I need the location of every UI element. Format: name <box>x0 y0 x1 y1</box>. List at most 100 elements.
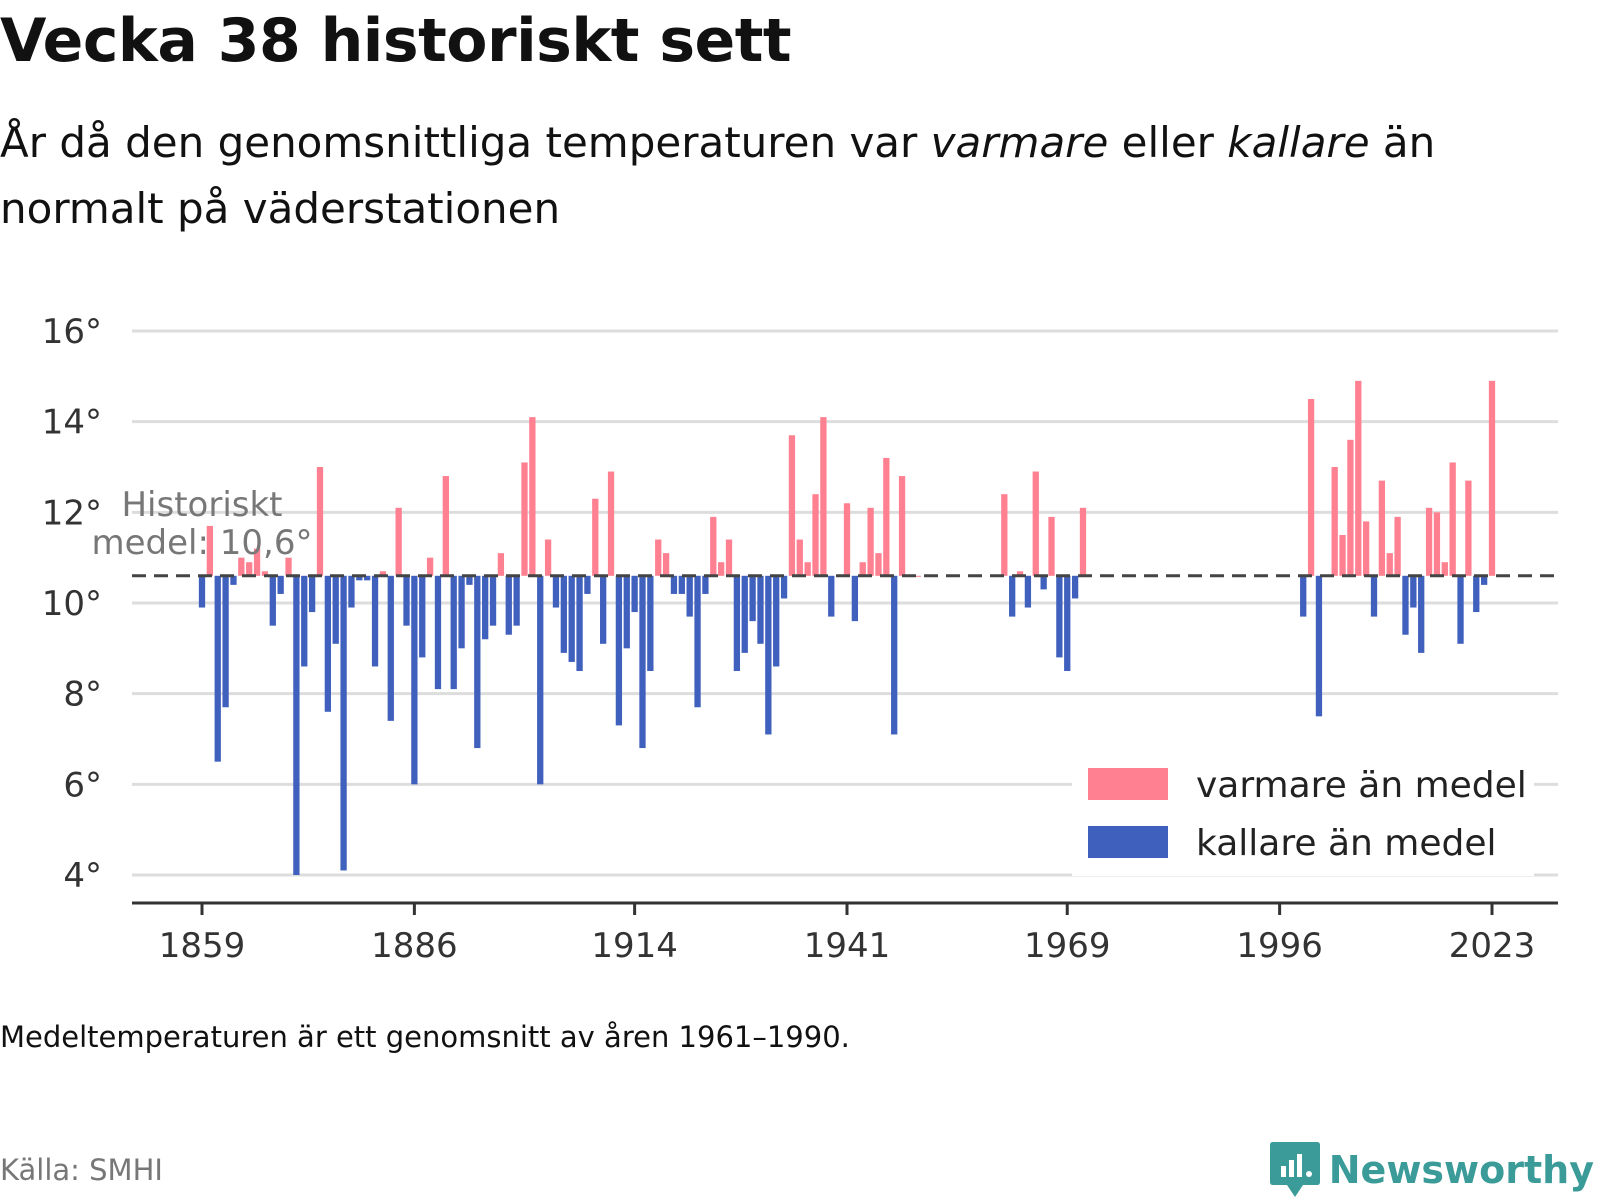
x-tick-label: 1969 <box>1024 926 1111 966</box>
cold-bar <box>600 575 607 644</box>
warm-bar <box>592 498 599 576</box>
subtitle-part3: än normalt på väderstationen <box>0 118 1436 233</box>
warm-bar <box>788 435 796 576</box>
y-tick-label: 12° <box>42 493 102 533</box>
cold-bar <box>419 575 426 658</box>
cold-bar <box>387 575 394 721</box>
cold-bar <box>1064 575 1071 671</box>
cold-bar <box>568 575 575 662</box>
y-tick-label: 6° <box>63 765 102 805</box>
legend-swatch <box>1088 826 1168 858</box>
warm-bar <box>859 562 866 576</box>
warm-bar <box>1363 521 1370 576</box>
cold-bar <box>482 575 489 640</box>
warm-bar <box>812 494 819 576</box>
warm-bar <box>238 557 245 576</box>
chart-subtitle: År då den genomsnittliga temperaturen va… <box>0 110 1520 242</box>
warm-bar <box>820 417 827 576</box>
warm-bar <box>426 557 434 576</box>
cold-bar <box>1009 575 1016 617</box>
cold-bar <box>450 575 457 690</box>
footnote: Medeltemperaturen är ett genomsnitt av å… <box>0 1020 850 1054</box>
cold-bar <box>1457 575 1464 644</box>
warm-bar <box>261 571 269 576</box>
cold-bar <box>277 575 284 594</box>
cold-bar <box>1370 575 1378 617</box>
warm-bar <box>521 462 528 576</box>
warm-bar <box>804 562 811 576</box>
cold-bar <box>552 575 560 608</box>
cold-bar <box>765 575 772 735</box>
warm-bar <box>1331 467 1338 576</box>
newsworthy-brand[interactable]: Newsworthy <box>1269 1140 1594 1200</box>
legend-swatch <box>1088 768 1168 800</box>
warm-bar <box>1488 380 1496 576</box>
warm-bar <box>285 557 292 576</box>
cold-bar <box>678 575 685 594</box>
x-tick-label: 1941 <box>804 926 891 966</box>
warm-bar <box>655 539 662 576</box>
x-tick-label: 1914 <box>591 926 678 966</box>
warm-bar <box>1425 507 1433 576</box>
cold-bar <box>537 575 544 785</box>
x-tick-label: 1996 <box>1236 926 1323 966</box>
cold-bar <box>293 575 300 875</box>
warm-bar <box>1355 380 1362 576</box>
warm-bar <box>1465 480 1472 576</box>
warm-bar <box>883 457 890 576</box>
cold-bar <box>1473 575 1480 613</box>
cold-bar <box>647 575 654 671</box>
cold-bar <box>639 575 646 749</box>
cold-bar <box>301 575 308 667</box>
y-tick-label: 14° <box>42 403 102 443</box>
subtitle-warm-word: varmare <box>930 118 1109 167</box>
warm-bar <box>1339 535 1346 576</box>
cold-bar <box>1300 575 1307 617</box>
warm-bar <box>206 525 214 576</box>
x-tick-label: 2023 <box>1449 926 1536 966</box>
warm-bar <box>1386 553 1393 576</box>
warm-bar <box>1048 516 1055 576</box>
legend-label: kallare än medel <box>1196 823 1496 864</box>
warm-bar <box>725 539 733 576</box>
subtitle-cold-word: kallare <box>1227 118 1370 167</box>
cold-bar <box>1056 575 1063 658</box>
subtitle-part2: eller <box>1108 118 1228 167</box>
cold-bar <box>222 575 229 708</box>
y-tick-label: 10° <box>42 584 102 624</box>
cold-bar <box>269 575 276 626</box>
cold-bar <box>1410 575 1417 608</box>
warm-bar <box>253 548 261 576</box>
legend-label: varmare än medel <box>1196 765 1527 806</box>
warm-bar <box>718 562 725 576</box>
y-tick-label: 8° <box>63 675 102 715</box>
warm-bar <box>710 516 717 576</box>
warm-bar <box>1307 399 1315 576</box>
cold-bar <box>686 575 693 617</box>
cold-bar <box>780 575 788 599</box>
y-tick-label: 4° <box>63 856 102 896</box>
warm-bar <box>1394 516 1401 576</box>
cold-bar <box>513 575 520 626</box>
warm-bar <box>246 562 253 576</box>
cold-bar <box>576 575 583 671</box>
warm-bar <box>867 507 874 576</box>
cold-bar <box>1024 575 1032 608</box>
cold-bar <box>1402 575 1409 635</box>
cold-bar <box>230 575 237 585</box>
cold-bar <box>324 575 331 712</box>
cold-bar <box>1480 575 1488 585</box>
cold-bar <box>560 575 567 653</box>
warm-bar <box>1079 507 1087 576</box>
cold-bar <box>623 575 630 649</box>
warm-bar <box>1001 494 1008 576</box>
cold-bar <box>1418 575 1425 653</box>
cold-bar <box>1040 575 1047 590</box>
cold-bar <box>505 575 512 635</box>
warm-bar <box>796 539 803 576</box>
warm-bar <box>843 503 851 576</box>
cold-bar <box>584 575 591 594</box>
warm-bar <box>1032 471 1039 576</box>
warm-bar <box>1016 571 1024 576</box>
